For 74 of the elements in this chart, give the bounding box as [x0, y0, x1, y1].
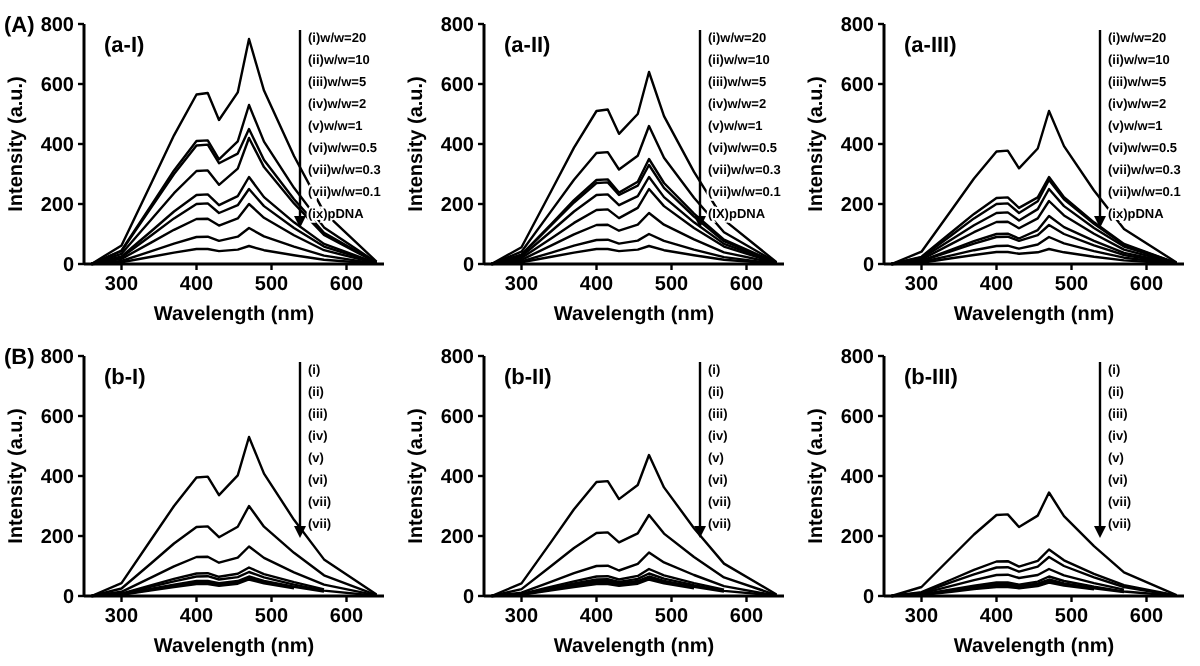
x-tick-label: 400	[579, 606, 615, 628]
x-tick-label: 400	[179, 274, 215, 296]
y-axis-title: Intensity (a.u.)	[806, 76, 828, 212]
y-tick-label: 200	[40, 195, 75, 217]
chart-title: (B)	[4, 346, 36, 370]
x-tick-label: 500	[654, 274, 690, 296]
x-axis-title: Wavelength (nm)	[953, 304, 1115, 326]
annotation: (a-III)	[904, 34, 958, 58]
x-tick-label: 600	[729, 274, 765, 296]
y-tick-label: 600	[440, 407, 475, 429]
x-tick-label: 300	[904, 274, 940, 296]
y-tick-label: 0	[462, 255, 475, 277]
y-axis-title: Intensity (a.u.)	[6, 408, 28, 544]
x-axis-title: Wavelength (nm)	[553, 304, 715, 326]
y-tick-label: 200	[440, 195, 475, 217]
x-tick-label: 600	[329, 274, 365, 296]
y-tick-label: 0	[862, 587, 875, 609]
y-tick-label: 400	[840, 135, 875, 157]
x-tick-label: 300	[504, 606, 540, 628]
y-tick-label: 400	[840, 467, 875, 489]
y-tick-label: 600	[840, 407, 875, 429]
annotation: (b-I)	[104, 366, 147, 390]
x-axis-title: Wavelength (nm)	[553, 636, 715, 658]
y-tick-label: 800	[440, 15, 475, 37]
x-tick-label: 500	[254, 606, 290, 628]
y-tick-label: 400	[440, 135, 475, 157]
x-tick-label: 400	[579, 274, 615, 296]
y-axis-title: Intensity (a.u.)	[406, 76, 428, 212]
x-tick-label: 500	[1054, 606, 1090, 628]
y-tick-label: 200	[40, 527, 75, 549]
y-tick-label: 200	[840, 195, 875, 217]
chart-title: (A)	[4, 14, 36, 38]
y-tick-label: 0	[862, 255, 875, 277]
y-tick-label: 800	[840, 347, 875, 369]
x-tick-label: 400	[179, 606, 215, 628]
x-axis-title: Wavelength (nm)	[153, 636, 315, 658]
x-tick-label: 500	[1054, 274, 1090, 296]
y-tick-label: 600	[440, 75, 475, 97]
x-tick-label: 300	[504, 274, 540, 296]
y-tick-label: 400	[40, 135, 75, 157]
y-tick-label: 400	[40, 467, 75, 489]
y-tick-label: 800	[40, 347, 75, 369]
y-tick-label: 600	[40, 407, 75, 429]
y-tick-label: 600	[840, 75, 875, 97]
y-tick-label: 0	[62, 587, 75, 609]
x-tick-label: 300	[904, 606, 940, 628]
annotation: (b-II)	[504, 366, 553, 390]
x-tick-label: 500	[654, 606, 690, 628]
y-tick-label: 0	[462, 587, 475, 609]
x-tick-label: 600	[329, 606, 365, 628]
annotation: (b-III)	[904, 366, 959, 390]
y-axis-title: Intensity (a.u.)	[6, 76, 28, 212]
y-axis-title: Intensity (a.u.)	[406, 408, 428, 544]
y-tick-label: 400	[440, 467, 475, 489]
x-tick-label: 400	[979, 274, 1015, 296]
y-tick-label: 800	[840, 15, 875, 37]
y-tick-label: 200	[440, 527, 475, 549]
x-tick-label: 400	[979, 606, 1015, 628]
annotation: (a-II)	[504, 34, 552, 58]
x-tick-label: 300	[104, 606, 140, 628]
annotation: (a-I)	[104, 34, 145, 58]
x-tick-label: 600	[1129, 274, 1165, 296]
x-tick-label: 300	[104, 274, 140, 296]
x-tick-label: 600	[729, 606, 765, 628]
y-axis-title: Intensity (a.u.)	[806, 408, 828, 544]
x-axis-title: Wavelength (nm)	[953, 636, 1115, 658]
x-tick-label: 600	[1129, 606, 1165, 628]
y-tick-label: 800	[40, 15, 75, 37]
y-tick-label: 600	[40, 75, 75, 97]
x-tick-label: 500	[254, 274, 290, 296]
x-axis-title: Wavelength (nm)	[153, 304, 315, 326]
y-tick-label: 0	[62, 255, 75, 277]
y-tick-label: 200	[840, 527, 875, 549]
y-tick-label: 800	[440, 347, 475, 369]
